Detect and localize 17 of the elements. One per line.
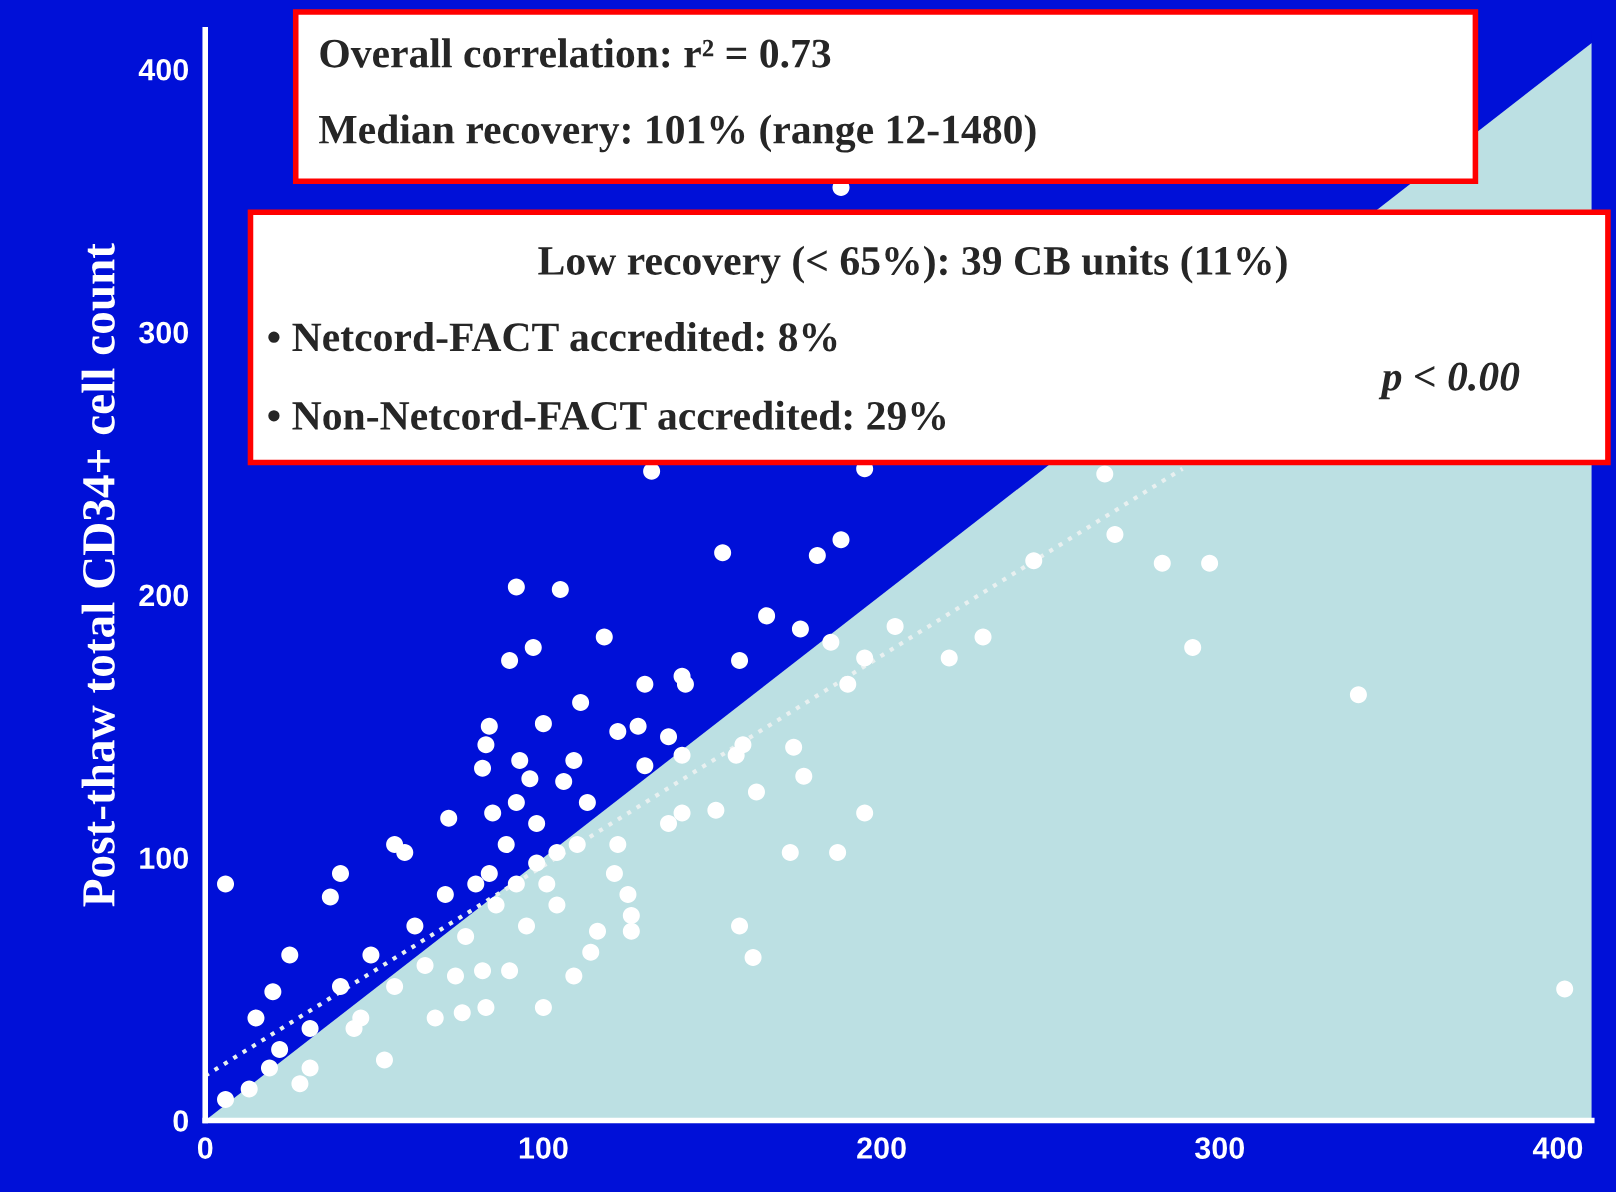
y-tick-label: 0 — [173, 1110, 189, 1132]
y-tick-label: 300 — [138, 321, 189, 344]
x-tick-label: 300 — [1194, 1137, 1245, 1159]
annotation: Low recovery (< 65%): 39 CB units (11%) — [538, 245, 1287, 284]
annotation: Overall correlation: r² = 0.73 — [320, 38, 831, 68]
annotation: • Netcord-FACT accredited: 8% — [268, 322, 837, 352]
x-tick-label: 100 — [519, 1137, 568, 1159]
annotation: p < 0.00 — [1378, 362, 1520, 400]
y-axis-title: Post-thaw total CD34+ cell count — [81, 243, 115, 907]
annotation: • Non-Netcord-FACT accredited: 29% — [268, 400, 946, 431]
y-tick-label: 100 — [140, 847, 189, 870]
x-tick-label: 200 — [857, 1137, 906, 1159]
x-tick-label: 400 — [1532, 1137, 1583, 1159]
x-tick-label: 0 — [197, 1137, 213, 1159]
y-tick-label: 200 — [139, 584, 189, 607]
y-tick-label: 400 — [138, 58, 189, 81]
annotation: Median recovery: 101% (range 12-1480) — [319, 114, 1036, 153]
